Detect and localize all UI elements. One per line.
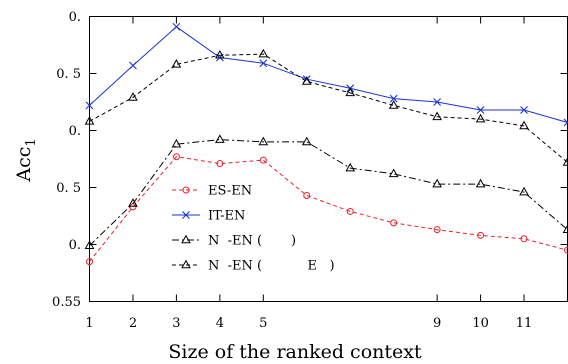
series-4 bbox=[86, 50, 568, 165]
data-point bbox=[346, 89, 354, 96]
series-line bbox=[90, 54, 568, 162]
data-point bbox=[259, 50, 267, 57]
data-point bbox=[216, 135, 224, 142]
y-tick-label: 0. bbox=[69, 10, 81, 25]
y-tick-label: 0. 5 bbox=[56, 181, 81, 196]
y-tick-label: 0. 5 bbox=[56, 67, 81, 82]
x-tick-label: 9 bbox=[433, 316, 441, 331]
data-point bbox=[477, 115, 485, 122]
data-point bbox=[130, 204, 136, 210]
x-tick-label: 3 bbox=[172, 316, 180, 331]
y-tick-label: 0. bbox=[69, 238, 81, 253]
legend-item: N -EN ( ) bbox=[172, 234, 296, 249]
data-point bbox=[129, 93, 137, 100]
legend-label: IT-EN bbox=[208, 209, 245, 224]
data-point bbox=[259, 138, 267, 145]
series-line bbox=[90, 140, 568, 246]
legend-item: ES-EN bbox=[172, 184, 252, 199]
data-point bbox=[346, 164, 354, 171]
x-axis-title: Size of the ranked context bbox=[168, 341, 422, 363]
legend-label: ES-EN bbox=[208, 184, 252, 199]
data-point bbox=[347, 208, 353, 214]
series-3 bbox=[86, 135, 568, 248]
legend-marker bbox=[182, 236, 190, 243]
x-tick-label: 2 bbox=[129, 316, 137, 331]
x-tick-label: 4 bbox=[216, 316, 224, 331]
data-point bbox=[433, 113, 441, 120]
data-point bbox=[173, 23, 180, 30]
series-line bbox=[90, 157, 568, 262]
y-tick-label: 0. bbox=[69, 124, 81, 139]
x-tick-label: 1 bbox=[85, 316, 93, 331]
y-tick-label: 0.55 bbox=[52, 295, 81, 310]
legend-label: N -EN ( ) bbox=[208, 234, 296, 249]
x-tick-label: 11 bbox=[516, 316, 533, 331]
legend-item: IT-EN bbox=[172, 209, 245, 224]
data-point bbox=[477, 180, 485, 187]
data-point bbox=[303, 138, 311, 145]
x-axis: 1 2 3 4 5 9 10 11 bbox=[85, 17, 532, 332]
legend-marker bbox=[182, 261, 190, 268]
data-point bbox=[520, 188, 528, 195]
legend-item: N -EN ( E ) bbox=[172, 259, 335, 274]
x-tick-label: 5 bbox=[259, 316, 267, 331]
y-axis-title: Acc1 bbox=[13, 138, 39, 182]
series-line bbox=[90, 27, 568, 123]
data-point bbox=[129, 62, 136, 69]
series-layer bbox=[86, 23, 568, 264]
data-point bbox=[260, 157, 266, 163]
series-1 bbox=[87, 154, 568, 265]
x-tick-label: 10 bbox=[472, 316, 489, 331]
legend-label: N -EN ( E ) bbox=[208, 259, 335, 274]
data-point bbox=[304, 192, 310, 198]
y-axis-title-subscript: 1 bbox=[24, 138, 39, 146]
series-2 bbox=[86, 23, 568, 126]
y-axis-title-main: Acc bbox=[13, 147, 35, 183]
